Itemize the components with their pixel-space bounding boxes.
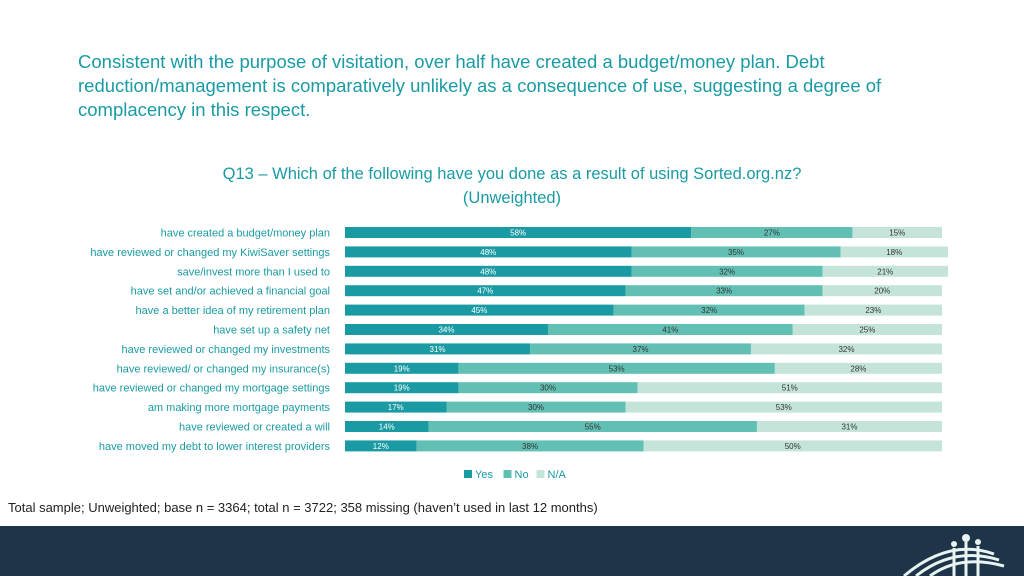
bar-yes <box>345 304 614 316</box>
bar-no <box>428 421 757 432</box>
data-label: 15% <box>889 229 905 238</box>
data-label: 32% <box>838 345 854 354</box>
data-label: 33% <box>716 287 732 296</box>
data-label: 20% <box>874 287 890 296</box>
category-label: have a better idea of my retirement plan <box>136 305 330 317</box>
sorted-logo-icon <box>903 534 1005 576</box>
bar-na <box>852 227 942 238</box>
data-label: 51% <box>782 384 798 393</box>
stacked-bar-chart: have created a budget/money plan 58% 27% 15… <box>90 227 948 481</box>
bar-no <box>458 362 775 374</box>
data-label: 31% <box>841 423 857 432</box>
bar-na <box>774 362 942 374</box>
data-label: 34% <box>438 326 454 335</box>
chart-title: Q13 – Which of the following have you do… <box>150 162 874 210</box>
bar-na <box>750 343 942 355</box>
bar-yes <box>345 227 692 238</box>
bar-na <box>804 304 942 316</box>
data-label: 17% <box>388 403 404 412</box>
bar-no <box>631 265 823 277</box>
category-label: have reviewed or changed my investments <box>122 344 331 356</box>
bar-yes <box>345 382 459 394</box>
legend-label: Yes <box>475 469 493 481</box>
bar-no <box>530 343 751 355</box>
data-label: 32% <box>719 267 735 276</box>
bar-no <box>691 227 853 238</box>
bar-no <box>631 246 841 258</box>
data-label: 53% <box>609 364 625 373</box>
category-label: have reviewed or changed my KiwiSaver se… <box>90 247 330 259</box>
bar-yes <box>345 265 632 277</box>
category-label: have set up a safety net <box>213 325 330 337</box>
data-label: 23% <box>865 306 881 315</box>
data-label: 50% <box>785 442 801 451</box>
category-label: save/invest more than I used to <box>177 266 330 278</box>
footer-band <box>0 526 1024 576</box>
data-label: 21% <box>877 267 893 276</box>
category-label: am making more mortgage payments <box>148 402 331 414</box>
chart-title-question: Q13 – Which of the following have you do… <box>222 165 802 183</box>
data-label: 45% <box>471 306 487 315</box>
data-label: 58% <box>510 229 526 238</box>
data-label: 55% <box>585 423 601 432</box>
data-label: 32% <box>701 306 717 315</box>
category-label: have created a budget/money plan <box>161 228 330 240</box>
bar-yes <box>345 421 429 432</box>
legend-swatch <box>536 470 545 478</box>
bar-no <box>416 440 644 452</box>
data-label: 38% <box>522 442 538 451</box>
category-label: have set and/or achieved a financial goa… <box>131 286 330 298</box>
data-label: 19% <box>394 384 410 393</box>
category-label: have moved my debt to lower interest pro… <box>99 441 331 453</box>
data-label: 53% <box>776 403 792 412</box>
bar-no <box>446 401 626 413</box>
legend-swatch <box>503 470 512 478</box>
bar-na <box>840 246 948 258</box>
data-label: 48% <box>480 248 496 257</box>
data-label: 18% <box>886 248 902 257</box>
bar-na <box>822 285 942 297</box>
bar-yes <box>345 362 459 374</box>
bar-yes <box>345 285 626 297</box>
bar-no <box>625 285 823 297</box>
footnote: Total sample; Unweighted; base n = 3364;… <box>8 500 598 515</box>
bar-na <box>643 440 942 452</box>
data-label: 48% <box>480 267 496 276</box>
legend-label: N/A <box>548 469 567 481</box>
bar-yes <box>345 401 447 413</box>
bar-na <box>756 421 942 432</box>
bar-na <box>637 382 942 394</box>
data-label: 41% <box>662 326 678 335</box>
data-label: 47% <box>477 287 493 296</box>
bar-yes <box>345 246 632 258</box>
chart-title-weighting: (Unweighted) <box>462 189 562 207</box>
data-label: 37% <box>633 345 649 354</box>
data-label: 28% <box>850 364 866 373</box>
data-label: 27% <box>764 229 780 238</box>
data-label: 30% <box>528 403 544 412</box>
bar-yes <box>345 440 417 452</box>
bar-na <box>822 265 948 277</box>
data-label: 14% <box>379 423 395 432</box>
category-label: have reviewed or created a will <box>179 422 330 434</box>
bar-no <box>458 382 638 394</box>
data-label: 25% <box>859 326 875 335</box>
bar-na <box>792 324 942 335</box>
data-label: 12% <box>373 442 389 451</box>
data-label: 30% <box>540 384 556 393</box>
bar-na <box>625 401 942 413</box>
category-label: have reviewed or changed my mortgage set… <box>93 383 331 395</box>
headline: Consistent with the purpose of visitatio… <box>78 51 882 120</box>
bar-no <box>547 324 793 335</box>
bar-yes <box>345 343 531 355</box>
data-label: 35% <box>728 248 744 257</box>
data-label: 31% <box>430 345 446 354</box>
legend-label: No <box>515 469 529 481</box>
data-label: 19% <box>394 364 410 373</box>
legend-swatch <box>464 470 472 478</box>
bar-no <box>613 304 805 316</box>
category-label: have reviewed/ or changed my insurance(s… <box>117 363 330 375</box>
bar-yes <box>345 324 548 335</box>
